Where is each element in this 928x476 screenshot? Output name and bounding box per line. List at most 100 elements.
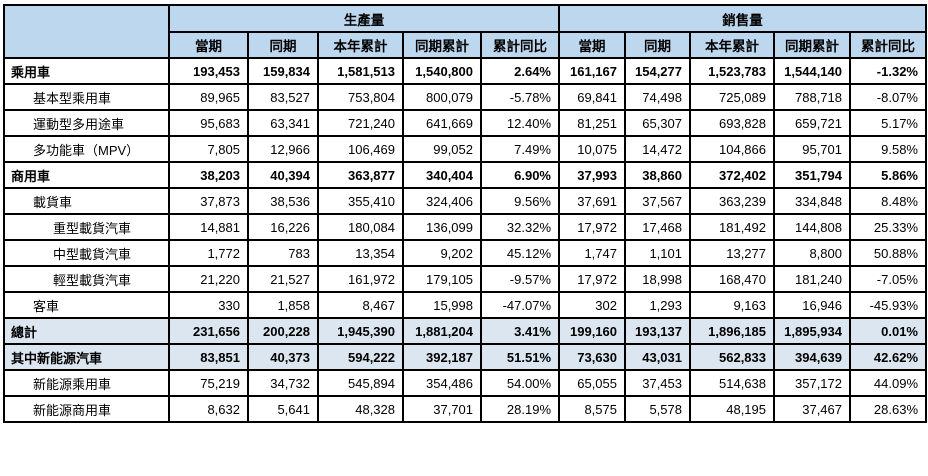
cell-sales-2: 48,195 — [689, 395, 775, 423]
cell-production-3: 136,099 — [402, 213, 482, 241]
cell-production-4: 51.51% — [480, 343, 560, 371]
cell-production-1: 1,858 — [247, 291, 319, 319]
cell-production-3: 641,669 — [402, 109, 482, 137]
cell-production-0: 89,965 — [168, 83, 249, 111]
table-row: 運動型多用途車 95,683 63,341 721,240 641,669 12.40% 8… — [3, 109, 927, 137]
cell-production-0: 7,805 — [168, 135, 249, 163]
cell-sales-2: 1,896,185 — [689, 317, 775, 345]
cell-sales-2: 181,492 — [689, 213, 775, 241]
cell-sales-4: -45.93% — [849, 291, 927, 319]
cell-sales-4: 9.58% — [849, 135, 927, 163]
cell-sales-1: 74,498 — [624, 83, 691, 111]
cell-production-3: 324,406 — [402, 187, 482, 215]
table-body: 乘用車 193,453 159,834 1,581,513 1,540,800 2.64%… — [3, 57, 927, 423]
cell-sales-0: 69,841 — [558, 83, 626, 111]
table-row: 多功能車（MPV） 7,805 12,966 106,469 99,052 7.49% 10… — [3, 135, 927, 163]
cell-production-0: 95,683 — [168, 109, 249, 137]
cell-production-2: 180,084 — [317, 213, 404, 241]
cell-production-1: 34,732 — [247, 369, 319, 397]
row-label: 客車 — [3, 291, 170, 319]
cell-production-2: 753,804 — [317, 83, 404, 111]
cell-production-1: 200,228 — [247, 317, 319, 345]
table-row: 新能源商用車 8,632 5,641 48,328 37,701 28.19% 8,575 5… — [3, 395, 927, 423]
sales-col-current: 當期 — [558, 31, 626, 59]
cell-production-4: -47.07% — [480, 291, 560, 319]
cell-production-4: 45.12% — [480, 239, 560, 267]
corner-cell — [3, 4, 170, 59]
row-label: 載貨車 — [3, 187, 170, 215]
row-label: 乘用車 — [3, 57, 170, 85]
row-label: 運動型多用途車 — [3, 109, 170, 137]
cell-sales-0: 302 — [558, 291, 626, 319]
cell-production-3: 1,881,204 — [402, 317, 482, 345]
row-label: 中型載貨汽車 — [3, 239, 170, 267]
cell-production-2: 106,469 — [317, 135, 404, 163]
cell-sales-1: 38,860 — [624, 161, 691, 189]
cell-sales-4: -8.07% — [849, 83, 927, 111]
cell-production-4: 32.32% — [480, 213, 560, 241]
production-col-yoy: 累計同比 — [480, 31, 560, 59]
table-row: 乘用車 193,453 159,834 1,581,513 1,540,800 2.64%… — [3, 57, 927, 85]
cell-production-0: 193,453 — [168, 57, 249, 85]
cell-sales-3: 144,808 — [773, 213, 851, 241]
cell-production-4: 7.49% — [480, 135, 560, 163]
sales-col-prior: 同期 — [624, 31, 691, 59]
cell-sales-0: 37,993 — [558, 161, 626, 189]
row-label: 其中新能源汽車 — [3, 343, 170, 371]
sales-col-ytd: 本年累計 — [689, 31, 775, 59]
cell-production-1: 16,226 — [247, 213, 319, 241]
cell-production-3: 99,052 — [402, 135, 482, 163]
cell-sales-3: 357,172 — [773, 369, 851, 397]
cell-production-0: 21,220 — [168, 265, 249, 293]
cell-sales-4: 5.17% — [849, 109, 927, 137]
cell-sales-0: 73,630 — [558, 343, 626, 371]
cell-production-3: 9,202 — [402, 239, 482, 267]
cell-sales-3: 37,467 — [773, 395, 851, 423]
row-label: 多功能車（MPV） — [3, 135, 170, 163]
cell-sales-4: 25.33% — [849, 213, 927, 241]
row-label: 重型載貨汽車 — [3, 213, 170, 241]
cell-production-2: 355,410 — [317, 187, 404, 215]
cell-sales-1: 154,277 — [624, 57, 691, 85]
cell-sales-2: 9,163 — [689, 291, 775, 319]
cell-production-0: 330 — [168, 291, 249, 319]
cell-production-1: 5,641 — [247, 395, 319, 423]
row-label: 新能源商用車 — [3, 395, 170, 423]
cell-sales-3: 788,718 — [773, 83, 851, 111]
cell-sales-3: 659,721 — [773, 109, 851, 137]
sales-section-header: 銷售量 — [558, 4, 927, 33]
cell-production-3: 37,701 — [402, 395, 482, 423]
cell-sales-3: 394,639 — [773, 343, 851, 371]
cell-sales-0: 10,075 — [558, 135, 626, 163]
production-section-header: 生產量 — [168, 4, 560, 33]
cell-sales-4: 44.09% — [849, 369, 927, 397]
cell-sales-2: 725,089 — [689, 83, 775, 111]
cell-production-3: 800,079 — [402, 83, 482, 111]
cell-production-2: 594,222 — [317, 343, 404, 371]
cell-sales-2: 363,239 — [689, 187, 775, 215]
table-row: 輕型載貨汽車 21,220 21,527 161,972 179,105 -9.57% 17… — [3, 265, 927, 293]
cell-production-1: 159,834 — [247, 57, 319, 85]
cell-production-0: 14,881 — [168, 213, 249, 241]
cell-production-1: 83,527 — [247, 83, 319, 111]
cell-production-3: 179,105 — [402, 265, 482, 293]
cell-sales-0: 161,167 — [558, 57, 626, 85]
cell-production-1: 38,536 — [247, 187, 319, 215]
cell-production-1: 40,394 — [247, 161, 319, 189]
cell-production-3: 1,540,800 — [402, 57, 482, 85]
cell-production-2: 13,354 — [317, 239, 404, 267]
cell-sales-0: 8,575 — [558, 395, 626, 423]
row-label: 基本型乘用車 — [3, 83, 170, 111]
cell-sales-1: 18,998 — [624, 265, 691, 293]
cell-sales-1: 193,137 — [624, 317, 691, 345]
production-col-current: 當期 — [168, 31, 249, 59]
sales-col-yoy: 累計同比 — [849, 31, 927, 59]
cell-sales-4: 0.01% — [849, 317, 927, 345]
cell-production-4: 28.19% — [480, 395, 560, 423]
table-row: 其中新能源汽車 83,851 40,373 594,222 392,187 51.51% 7… — [3, 343, 927, 371]
row-label: 輕型載貨汽車 — [3, 265, 170, 293]
cell-production-4: 2.64% — [480, 57, 560, 85]
cell-sales-2: 104,866 — [689, 135, 775, 163]
cell-production-4: 12.40% — [480, 109, 560, 137]
cell-production-3: 340,404 — [402, 161, 482, 189]
